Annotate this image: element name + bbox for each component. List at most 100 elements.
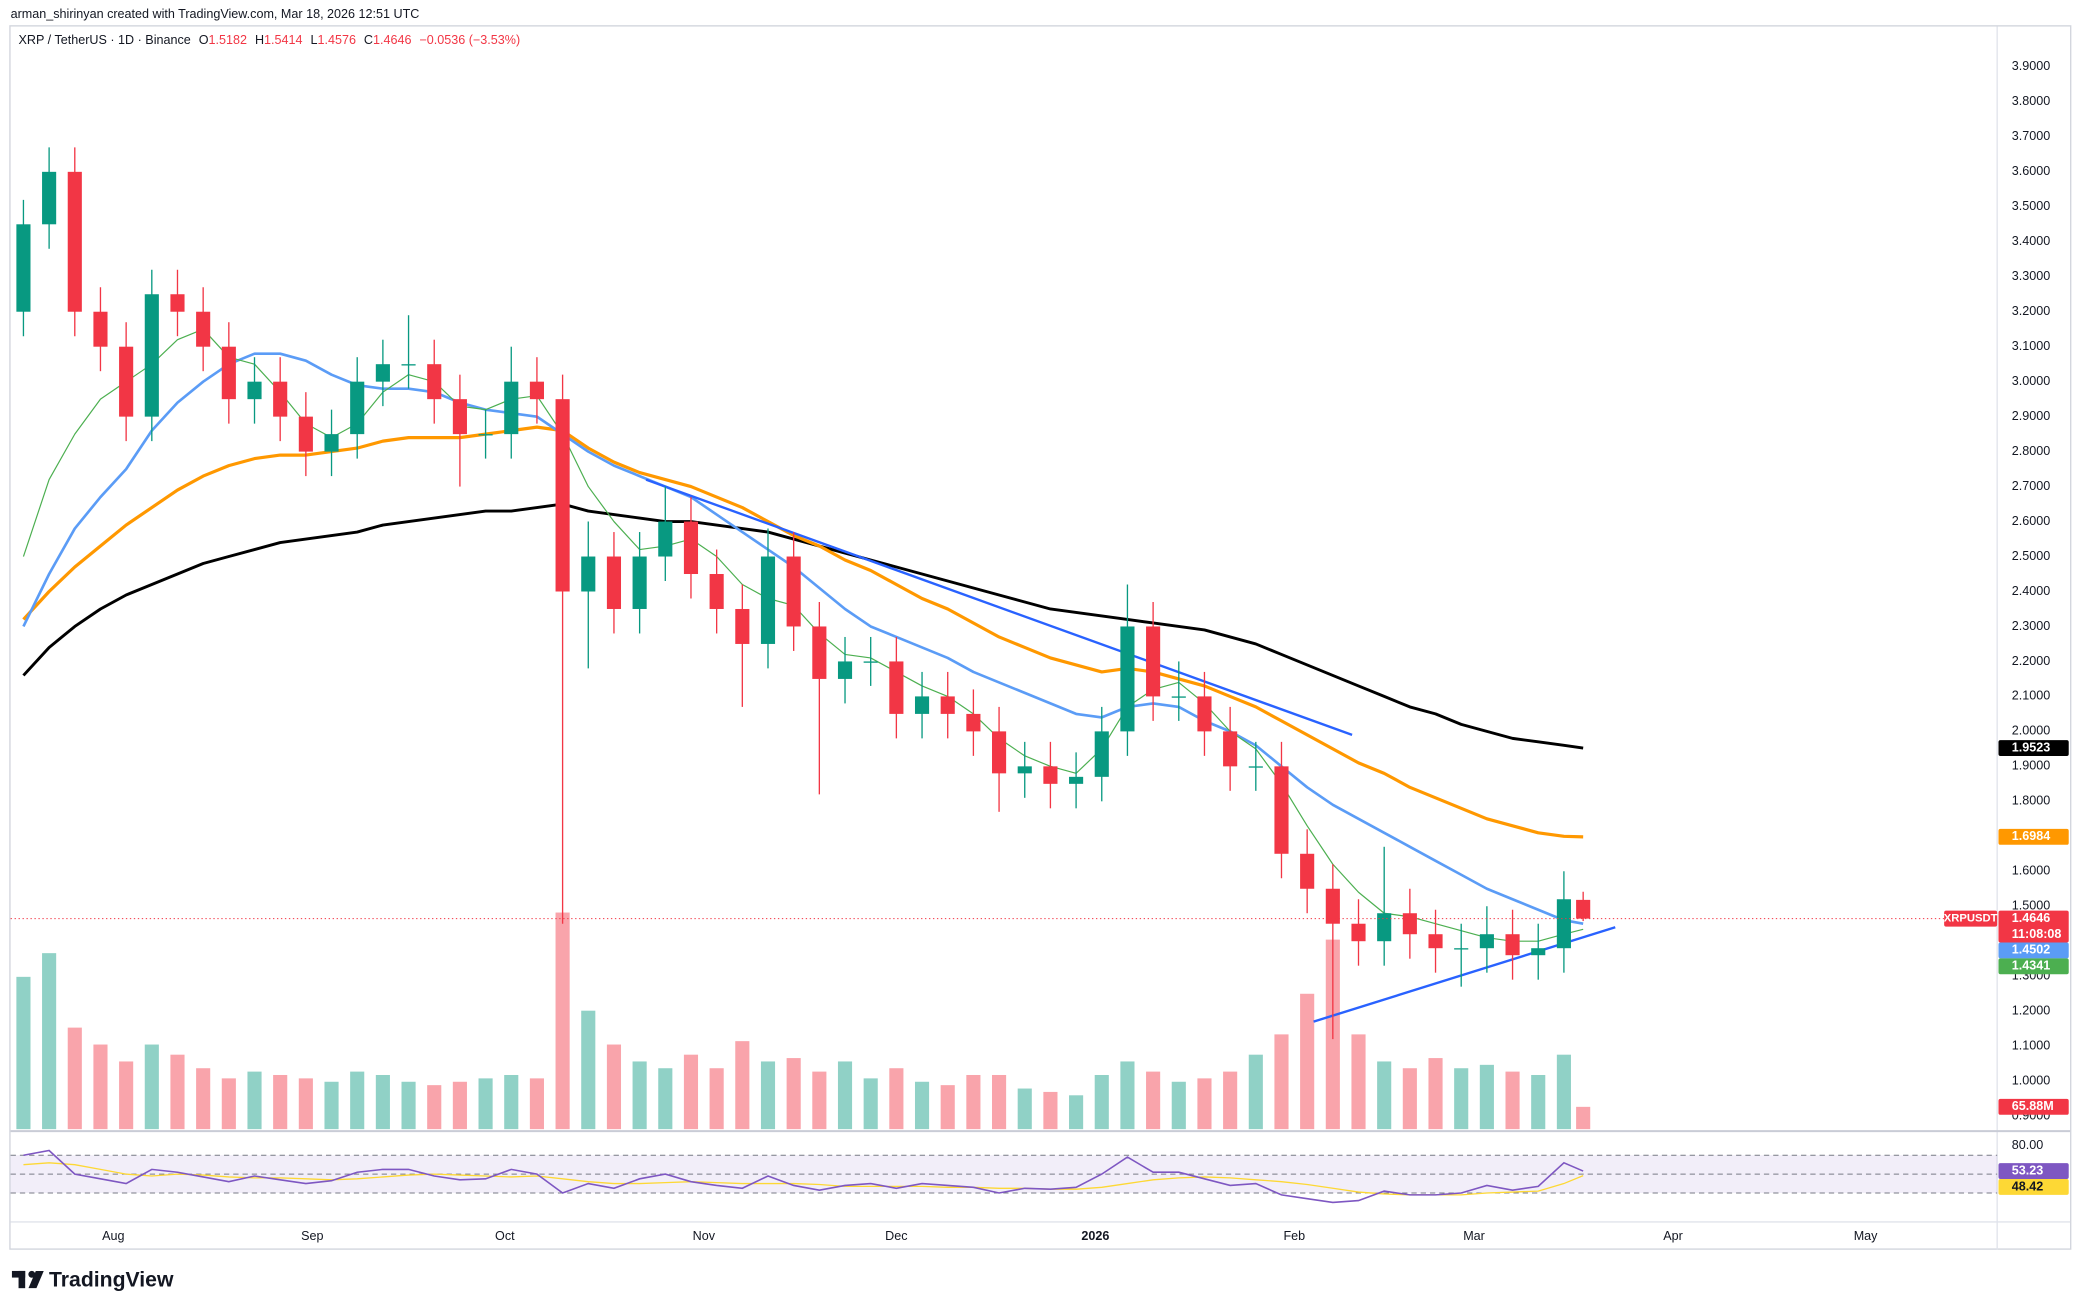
volume-bar bbox=[709, 1068, 724, 1130]
candle-body bbox=[555, 399, 570, 592]
candle-body bbox=[1248, 766, 1263, 768]
y-tick-label: 2.1000 bbox=[2012, 689, 2050, 703]
logo-mark bbox=[28, 1270, 36, 1278]
volume-bar bbox=[144, 1044, 159, 1130]
volume-bar bbox=[863, 1078, 878, 1130]
x-tick-label: Nov bbox=[693, 1229, 716, 1243]
candle-body bbox=[144, 294, 159, 417]
candle-body bbox=[1454, 948, 1469, 950]
footer-logo-text: TradingView bbox=[49, 1268, 174, 1291]
volume-bar bbox=[760, 1061, 776, 1130]
candle-body bbox=[632, 556, 647, 609]
trendline bbox=[645, 478, 1353, 737]
y-tick-label: 2.6000 bbox=[2012, 514, 2050, 528]
candle-body bbox=[452, 399, 467, 435]
volume-bar bbox=[1402, 1068, 1417, 1130]
volume-bar bbox=[16, 976, 31, 1130]
x-tick-label: Sep bbox=[301, 1229, 323, 1243]
moving-average-label: 1.6984 bbox=[2012, 829, 2050, 843]
volume-bar bbox=[1531, 1074, 1546, 1130]
moving-average-label: 1.4502 bbox=[2012, 943, 2050, 957]
volume-bar bbox=[196, 1068, 211, 1130]
candle-body bbox=[1274, 766, 1289, 854]
candle-body bbox=[119, 346, 134, 417]
volume-bar bbox=[170, 1054, 185, 1130]
candle-body bbox=[273, 381, 288, 417]
candle-body bbox=[1576, 899, 1591, 919]
candle-body bbox=[16, 224, 31, 312]
change-value: −0.0536 (−3.53%) bbox=[419, 33, 520, 47]
volume-bar bbox=[1428, 1058, 1443, 1130]
price-label-box bbox=[1998, 1098, 2069, 1115]
y-tick-label: 3.4000 bbox=[2012, 234, 2050, 248]
legend: XRP / TetherUS · 1D · Binance O1.5182 H1.5… bbox=[19, 33, 521, 47]
x-tick-label: Oct bbox=[495, 1229, 515, 1243]
y-tick-label: 3.9000 bbox=[2012, 59, 2050, 73]
high-value: 1.5414 bbox=[264, 33, 302, 47]
volume-bar bbox=[452, 1081, 467, 1130]
volume-bar bbox=[940, 1085, 955, 1130]
rsi-label: 53.23 bbox=[2012, 1163, 2043, 1177]
volume-bar bbox=[401, 1081, 416, 1130]
y-tick-label: 1.9000 bbox=[2012, 759, 2050, 773]
candle-body bbox=[1300, 853, 1315, 889]
volume-bar bbox=[273, 1074, 288, 1130]
logo-mark bbox=[18, 1270, 26, 1289]
logo-mark bbox=[28, 1270, 44, 1289]
volume-bar bbox=[786, 1058, 801, 1130]
candle-body bbox=[427, 364, 442, 400]
footer-logo: TradingView bbox=[11, 1268, 174, 1291]
candle-body bbox=[221, 346, 236, 400]
candle-body bbox=[1043, 766, 1058, 784]
y-tick-label: 3.8000 bbox=[2012, 94, 2050, 108]
candle-body bbox=[247, 381, 262, 400]
y-tick-label: 3.0000 bbox=[2012, 374, 2050, 388]
y-tick-label: 3.1000 bbox=[2012, 339, 2050, 353]
volume-bar bbox=[1197, 1078, 1212, 1130]
candle-body bbox=[940, 696, 955, 714]
y-tick-label: 2.7000 bbox=[2012, 479, 2050, 493]
volume-bar bbox=[298, 1078, 313, 1130]
candle-body bbox=[93, 311, 108, 347]
candle-body bbox=[658, 521, 673, 557]
volume-bar bbox=[1248, 1054, 1263, 1130]
price-label-layer: 1.9523 1.6984 1.4646 11:08:08 XRPUSDT 1.4502 1… bbox=[1944, 740, 2069, 1195]
candle-body bbox=[992, 731, 1007, 774]
high-prefix: H bbox=[255, 33, 264, 47]
candle-body bbox=[1223, 731, 1238, 767]
symbol-tag-box bbox=[1944, 910, 1998, 927]
volume-bar bbox=[1351, 1034, 1366, 1130]
candle-body bbox=[1505, 934, 1520, 956]
volume-bar bbox=[1043, 1091, 1058, 1130]
y-tick-label: 1.5000 bbox=[2012, 899, 2050, 913]
candle-body bbox=[1556, 899, 1571, 949]
volume-bar bbox=[735, 1041, 750, 1130]
candle-body bbox=[863, 661, 878, 663]
volume-bar bbox=[966, 1074, 981, 1130]
volume-bar bbox=[1146, 1071, 1161, 1130]
candle-body bbox=[504, 381, 519, 435]
symbol-title: XRP / TetherUS · 1D · Binance bbox=[19, 33, 191, 47]
y-tick-label: 3.3000 bbox=[2012, 269, 2050, 283]
candle-body bbox=[1402, 913, 1417, 935]
volume-bar bbox=[324, 1081, 339, 1130]
x-tick-label: Dec bbox=[885, 1229, 907, 1243]
price-label-box bbox=[1998, 828, 2069, 845]
candle-body bbox=[375, 364, 390, 382]
candle-body bbox=[170, 294, 185, 312]
candle-body bbox=[1120, 626, 1135, 732]
moving-average-line bbox=[22, 425, 1584, 839]
y-tick-label: 1.8000 bbox=[2012, 794, 2050, 808]
candle-body bbox=[914, 696, 930, 714]
close-value: 1.4646 bbox=[373, 33, 411, 47]
symbol-tag: XRPUSDT bbox=[1944, 913, 1998, 925]
close-prefix: C bbox=[364, 33, 373, 47]
candle-body bbox=[1069, 776, 1084, 784]
volume-bar bbox=[504, 1074, 519, 1130]
volume-bar bbox=[1377, 1061, 1392, 1130]
current-price-label: 1.4646 bbox=[2012, 911, 2050, 925]
y-tick-label: 3.5000 bbox=[2012, 199, 2050, 213]
moving-average-label: 1.9523 bbox=[2012, 740, 2050, 754]
volume-label: 65.88M bbox=[2012, 1099, 2054, 1113]
